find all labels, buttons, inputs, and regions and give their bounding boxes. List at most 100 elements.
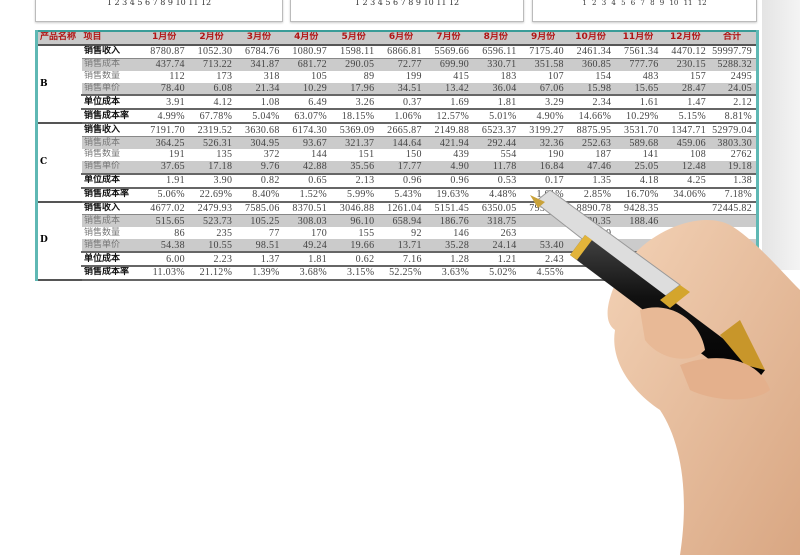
value-cell[interactable]: 1.91 (141, 173, 189, 189)
value-cell[interactable]: 2.43 (520, 252, 568, 268)
value-cell[interactable]: 5.02% (473, 266, 521, 281)
value-cell[interactable]: 3046.88 (331, 201, 379, 216)
value-cell[interactable]: 2.85% (567, 187, 616, 203)
value-cell[interactable]: 96.10 (331, 214, 379, 228)
value-cell[interactable]: 5369.09 (331, 123, 379, 138)
value-cell[interactable]: 1.52% (283, 187, 331, 203)
value-cell[interactable]: 144 (311, 149, 327, 161)
value-cell[interactable]: 5288.32 (710, 58, 758, 71)
value-cell[interactable]: 105.25 (236, 214, 284, 228)
value-cell[interactable]: 98.51 (236, 239, 284, 254)
value-cell[interactable]: 1.35 (567, 173, 616, 189)
value-cell[interactable]: 112 (169, 71, 185, 83)
value-cell[interactable]: 7.18% (710, 187, 758, 203)
value-cell[interactable]: 1.08 (236, 95, 284, 111)
value-cell[interactable]: 146 (453, 227, 470, 239)
value-cell[interactable]: 2762 (730, 149, 752, 161)
value-cell[interactable]: 372 (263, 149, 280, 161)
value-cell[interactable]: 3.63% (425, 266, 474, 281)
value-cell[interactable]: 151 (358, 149, 375, 161)
value-cell[interactable]: 1052.30 (188, 44, 237, 59)
value-cell[interactable]: 4.18 (615, 173, 663, 189)
value-cell[interactable]: 8.40% (236, 187, 284, 203)
value-cell[interactable]: 4.99% (141, 109, 189, 125)
value-cell[interactable]: 235 (216, 227, 233, 239)
value-cell[interactable]: 9.76 (236, 160, 284, 175)
value-cell[interactable]: 0.37 (378, 95, 426, 111)
value-cell[interactable]: 67.06 (520, 82, 568, 97)
value-cell[interactable]: 0.82 (236, 173, 284, 189)
value-cell[interactable]: 526.31 (188, 136, 237, 150)
value-cell[interactable]: 3630.68 (236, 123, 284, 138)
value-cell[interactable]: 3.91 (141, 95, 189, 111)
value-cell[interactable]: 4.55% (520, 266, 568, 281)
value-cell[interactable]: 304.95 (236, 136, 284, 150)
value-cell[interactable]: 5.43% (378, 187, 426, 203)
value-cell[interactable]: 2149.88 (425, 123, 474, 138)
value-cell[interactable]: 190 (547, 149, 564, 161)
value-cell[interactable]: 13.71 (378, 239, 426, 254)
value-cell[interactable]: 17.96 (331, 82, 379, 97)
value-cell[interactable]: 1.81 (473, 95, 521, 111)
value-cell[interactable]: 141 (642, 149, 659, 161)
value-cell[interactable]: 5569.66 (425, 44, 474, 59)
value-cell[interactable]: 2319.52 (188, 123, 237, 138)
value-cell[interactable]: 7585.06 (236, 201, 284, 216)
value-cell[interactable]: 32.36 (520, 136, 568, 150)
value-cell[interactable]: 187 (595, 149, 612, 161)
value-cell[interactable]: 3.15% (331, 266, 379, 281)
value-cell[interactable]: 2479.93 (188, 201, 237, 216)
value-cell[interactable]: 36.04 (473, 82, 521, 97)
value-cell[interactable]: 21.34 (236, 82, 284, 97)
value-cell[interactable]: 483 (642, 71, 659, 83)
value-cell[interactable]: 1.81 (283, 252, 331, 268)
value-cell[interactable]: 8875.95 (567, 123, 616, 138)
value-cell[interactable]: 42.88 (283, 160, 331, 175)
value-cell[interactable]: 105 (311, 71, 327, 83)
value-cell[interactable]: 777.76 (615, 58, 663, 71)
value-cell[interactable]: 1.61 (615, 95, 663, 111)
value-cell[interactable]: 1.06% (378, 109, 426, 125)
value-cell[interactable]: 108 (690, 149, 706, 161)
value-cell[interactable]: 1.47 (662, 95, 710, 111)
value-cell[interactable]: 515.65 (141, 214, 189, 228)
value-cell[interactable]: 10.55 (188, 239, 237, 254)
value-cell[interactable]: 72445.82 (710, 201, 758, 216)
value-cell[interactable]: 7175.40 (520, 44, 568, 59)
value-cell[interactable]: 6866.81 (378, 44, 426, 59)
value-cell[interactable]: 92 (411, 227, 422, 239)
value-cell[interactable]: 364.25 (141, 136, 189, 150)
value-cell[interactable]: 0.17 (520, 173, 568, 189)
value-cell[interactable]: 0.96 (425, 173, 474, 189)
value-cell[interactable]: 318.75 (473, 214, 521, 228)
value-cell[interactable]: 658.94 (378, 214, 426, 228)
value-cell[interactable]: 1.38 (710, 173, 758, 189)
value-cell[interactable]: 4.48% (473, 187, 521, 203)
value-cell[interactable]: 290.05 (331, 58, 379, 71)
value-cell[interactable]: 4677.02 (141, 201, 189, 216)
value-cell[interactable]: 183 (500, 71, 517, 83)
value-cell[interactable]: 17.18 (188, 160, 237, 175)
value-cell[interactable]: 351.58 (520, 58, 568, 71)
value-cell[interactable]: 2.12 (710, 95, 758, 111)
value-cell[interactable]: 5.01% (473, 109, 521, 125)
value-cell[interactable]: 1080.97 (283, 44, 331, 59)
value-cell[interactable]: 5.06% (141, 187, 189, 203)
value-cell[interactable]: 0.53 (473, 173, 521, 189)
value-cell[interactable]: 191 (168, 149, 185, 161)
value-cell[interactable]: 49.24 (283, 239, 331, 254)
value-cell[interactable]: 6523.37 (473, 123, 521, 138)
value-cell[interactable]: 93.67 (283, 136, 331, 150)
value-cell[interactable]: 59997.79 (710, 44, 758, 59)
value-cell[interactable]: 24.14 (473, 239, 521, 254)
value-cell[interactable]: 523.73 (188, 214, 237, 228)
value-cell[interactable]: 21.12% (188, 266, 237, 281)
value-cell[interactable]: 1.21 (473, 252, 521, 268)
value-cell[interactable]: 2.34 (567, 95, 616, 111)
value-cell[interactable]: 19.63% (425, 187, 474, 203)
value-cell[interactable]: 437.74 (141, 58, 189, 71)
value-cell[interactable]: 5151.45 (425, 201, 474, 216)
value-cell[interactable]: 699.90 (425, 58, 474, 71)
value-cell[interactable]: 4470.12 (662, 44, 710, 59)
value-cell[interactable]: 2665.87 (378, 123, 426, 138)
